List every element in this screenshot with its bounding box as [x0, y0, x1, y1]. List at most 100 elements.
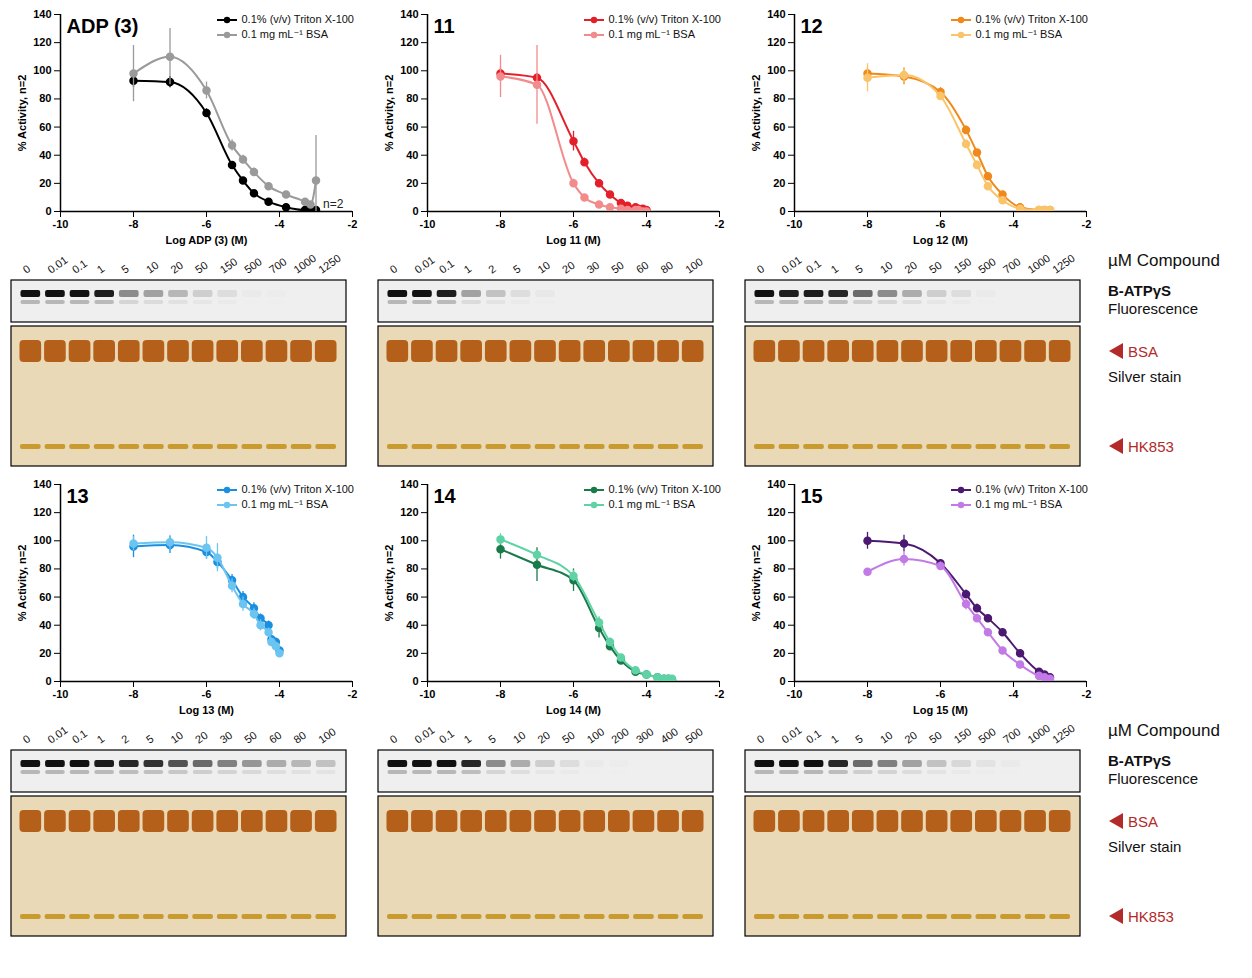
svg-text:2: 2 [119, 732, 131, 745]
svg-text:10: 10 [511, 729, 528, 746]
svg-text:100: 100 [33, 64, 51, 76]
svg-text:80: 80 [406, 562, 418, 574]
svg-text:20: 20 [193, 729, 210, 746]
svg-text:14: 14 [434, 485, 457, 507]
svg-text:1: 1 [828, 732, 840, 745]
svg-text:100: 100 [316, 725, 338, 745]
svg-text:20: 20 [535, 729, 552, 746]
svg-text:0: 0 [412, 675, 418, 687]
svg-text:0: 0 [755, 732, 767, 745]
svg-text:0.1: 0.1 [804, 257, 823, 276]
svg-text:0.01: 0.01 [779, 724, 803, 746]
svg-text:150: 150 [951, 255, 973, 275]
svg-text:500: 500 [242, 255, 264, 275]
svg-text:1000: 1000 [291, 252, 318, 276]
svg-text:13: 13 [67, 485, 89, 507]
svg-text:140: 140 [33, 478, 51, 490]
svg-text:50: 50 [927, 259, 944, 276]
svg-text:140: 140 [767, 8, 785, 20]
svg-text:-10: -10 [787, 688, 803, 700]
svg-text:-4: -4 [275, 688, 286, 700]
svg-text:40: 40 [406, 619, 418, 631]
svg-text:0.1: 0.1 [70, 257, 89, 276]
svg-text:0: 0 [779, 205, 785, 217]
svg-text:140: 140 [767, 478, 785, 490]
svg-text:100: 100 [767, 534, 785, 546]
svg-text:-6: -6 [569, 218, 579, 230]
svg-text:80: 80 [291, 729, 308, 746]
svg-text:5: 5 [511, 262, 523, 275]
svg-text:120: 120 [767, 506, 785, 518]
svg-text:ADP (3): ADP (3) [67, 15, 139, 37]
svg-text:-4: -4 [1009, 218, 1020, 230]
svg-text:0.01: 0.01 [412, 254, 436, 276]
svg-text:20: 20 [39, 177, 51, 189]
svg-text:100: 100 [767, 64, 785, 76]
svg-text:1: 1 [828, 262, 840, 275]
svg-text:% Activity, n=2: % Activity, n=2 [750, 75, 762, 152]
svg-text:100: 100 [400, 64, 418, 76]
svg-text:60: 60 [406, 121, 418, 133]
svg-text:50: 50 [193, 259, 210, 276]
svg-text:20: 20 [902, 259, 919, 276]
svg-text:-2: -2 [715, 218, 725, 230]
svg-text:60: 60 [773, 121, 785, 133]
svg-text:40: 40 [39, 149, 51, 161]
svg-text:5: 5 [853, 262, 865, 275]
svg-text:0: 0 [388, 262, 400, 275]
svg-text:Log 11 (M): Log 11 (M) [546, 234, 601, 246]
svg-text:% Activity, n=2: % Activity, n=2 [16, 75, 28, 152]
svg-text:10: 10 [535, 259, 552, 276]
svg-text:-10: -10 [787, 218, 803, 230]
svg-text:0.01: 0.01 [779, 254, 803, 276]
svg-text:Log ADP (3) (M): Log ADP (3) (M) [166, 234, 248, 246]
svg-text:11: 11 [434, 15, 455, 37]
svg-text:5: 5 [486, 732, 498, 745]
svg-text:1000: 1000 [1025, 722, 1052, 746]
svg-text:-6: -6 [936, 688, 946, 700]
svg-text:80: 80 [39, 562, 51, 574]
svg-text:40: 40 [39, 619, 51, 631]
svg-text:60: 60 [406, 591, 418, 603]
svg-text:-6: -6 [569, 688, 579, 700]
svg-text:1: 1 [461, 262, 473, 275]
svg-text:12: 12 [801, 15, 823, 37]
svg-text:5: 5 [853, 732, 865, 745]
svg-text:Log 15 (M): Log 15 (M) [913, 704, 968, 716]
svg-text:-8: -8 [863, 218, 873, 230]
svg-text:Log 14 (M): Log 14 (M) [546, 704, 601, 716]
svg-text:140: 140 [400, 8, 418, 20]
svg-text:-6: -6 [936, 218, 946, 230]
svg-text:120: 120 [33, 36, 51, 48]
svg-text:100: 100 [400, 534, 418, 546]
svg-text:2: 2 [486, 262, 498, 275]
svg-text:-2: -2 [348, 688, 358, 700]
svg-text:-8: -8 [129, 688, 139, 700]
svg-text:10: 10 [168, 729, 185, 746]
svg-text:140: 140 [33, 8, 51, 20]
svg-text:15: 15 [801, 485, 823, 507]
svg-text:1: 1 [94, 732, 106, 745]
svg-text:1: 1 [94, 262, 106, 275]
svg-text:-4: -4 [1009, 688, 1020, 700]
svg-text:120: 120 [33, 506, 51, 518]
svg-text:0.1: 0.1 [70, 727, 89, 746]
svg-text:20: 20 [406, 647, 418, 659]
svg-text:20: 20 [406, 177, 418, 189]
svg-text:0: 0 [45, 675, 51, 687]
svg-text:10: 10 [878, 729, 895, 746]
svg-text:1250: 1250 [1050, 722, 1077, 746]
svg-text:500: 500 [976, 255, 998, 275]
svg-text:700: 700 [267, 255, 289, 275]
svg-text:80: 80 [773, 92, 785, 104]
svg-text:-10: -10 [420, 688, 436, 700]
svg-text:-4: -4 [642, 688, 653, 700]
svg-text:100: 100 [33, 534, 51, 546]
svg-text:20: 20 [168, 259, 185, 276]
svg-text:1250: 1250 [316, 252, 343, 276]
svg-text:% Activity, n=2: % Activity, n=2 [383, 75, 395, 152]
svg-text:5: 5 [144, 732, 156, 745]
svg-text:20: 20 [773, 177, 785, 189]
svg-text:10: 10 [144, 259, 161, 276]
svg-text:0.1: 0.1 [437, 727, 456, 746]
